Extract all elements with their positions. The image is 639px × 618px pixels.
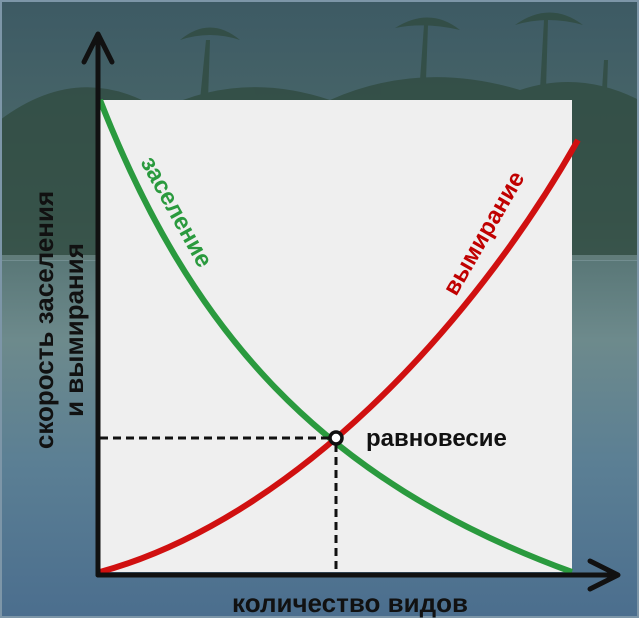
diagram: заселение вымирание равновесие количеств… <box>0 0 639 618</box>
y-axis-label: и вымирания <box>59 243 89 417</box>
equilibrium-point <box>330 432 342 444</box>
x-axis-label: количество видов <box>232 588 468 618</box>
y-axis-label: скорость заселения <box>29 191 59 449</box>
equilibrium-label: равновесие <box>366 425 507 452</box>
